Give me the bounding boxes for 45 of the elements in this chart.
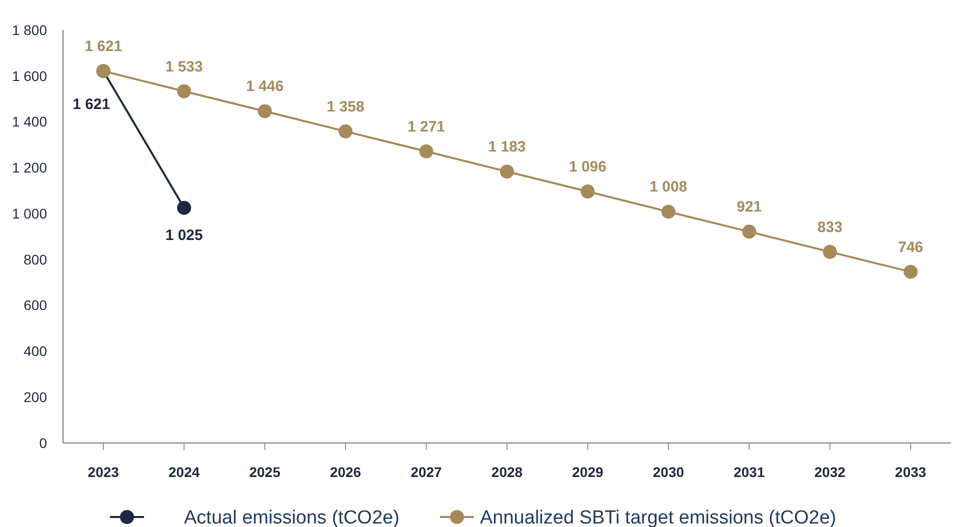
y-tick-label: 0	[39, 434, 48, 451]
point	[338, 124, 353, 138]
x-tick-label: 2031	[734, 464, 765, 480]
point	[500, 164, 514, 179]
data-label: 1 008	[650, 178, 688, 196]
point	[419, 144, 434, 158]
x-tick-label: 2032	[814, 464, 846, 480]
y-tick-label: 1 200	[12, 160, 48, 176]
x-tick-label: 2027	[410, 464, 442, 480]
point	[742, 224, 756, 239]
data-label: 1 446	[246, 78, 284, 96]
data-label: 1 096	[568, 158, 606, 176]
y-tick-label: 400	[24, 343, 48, 360]
point	[258, 104, 272, 118]
y-tick-label: 600	[24, 297, 48, 314]
point	[177, 84, 192, 98]
point	[822, 244, 837, 259]
data-label: 1 621	[84, 38, 122, 56]
y-tick-label: 1 000	[12, 205, 48, 222]
point	[661, 204, 676, 219]
x-tick-label: 2029	[572, 464, 604, 480]
point	[177, 200, 192, 215]
data-label: 1 621	[72, 96, 110, 114]
point	[580, 184, 595, 199]
data-label: 1 025	[165, 226, 203, 244]
point	[904, 264, 918, 279]
y-tick-label: 1 800	[12, 22, 48, 38]
data-label: 746	[898, 238, 924, 256]
data-label: 1 533	[165, 58, 203, 76]
data-label: 833	[817, 218, 842, 236]
y-tick-label: 200	[24, 389, 48, 406]
y-tick-label: 1 400	[12, 114, 48, 130]
data-label: 1 271	[408, 118, 446, 136]
x-tick-label: 2030	[652, 464, 684, 480]
x-tick-label: 2033	[895, 464, 926, 480]
y-tick-label: 1 600	[12, 68, 48, 84]
y-tick-label: 800	[24, 251, 48, 268]
data-label: 1 183	[488, 138, 526, 156]
x-tick-label: 2025	[249, 464, 281, 480]
x-tick-label: 2024	[168, 464, 200, 480]
x-tick-label: 2028	[491, 464, 523, 480]
data-label: 1 358	[326, 98, 364, 116]
x-tick-label: 2026	[330, 464, 362, 480]
x-tick-label: 2023	[88, 464, 120, 480]
data-label: 921	[736, 198, 762, 216]
